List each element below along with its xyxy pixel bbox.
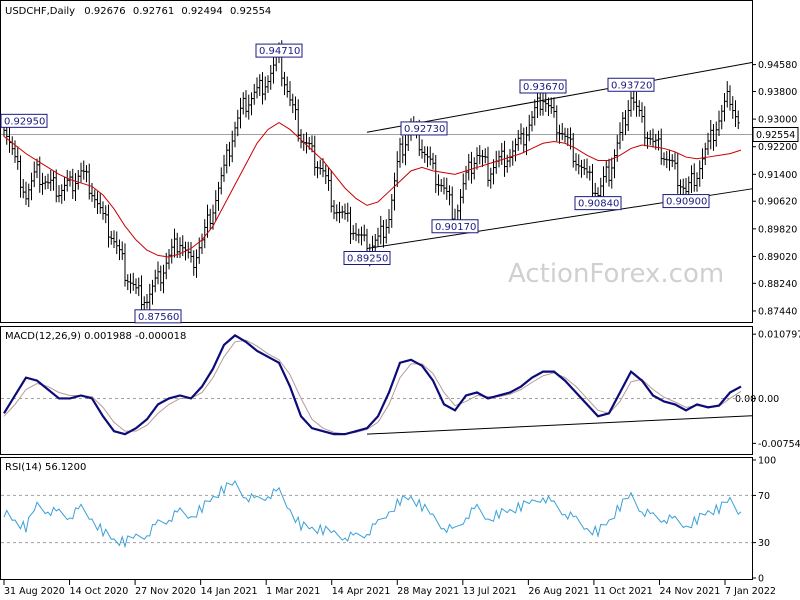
annotation-box [431, 219, 479, 234]
annotation-box [0, 113, 48, 128]
annotation-label: 0.90170 [435, 222, 476, 233]
price-y-tick-label: 0.93800 [758, 87, 797, 98]
annotation-label: 0.92730 [404, 124, 445, 135]
price-y-axis: 0.94580 0.93800 0.93000 0.92200 0.91400 0.906… [752, 60, 797, 317]
x-tick-label: 26 Aug 2021 [528, 586, 589, 597]
x-tick-label: 27 Nov 2020 [135, 586, 196, 597]
price-y-tick-label: 0.89020 [758, 252, 797, 263]
x-tick-label: 14 Jan 2021 [201, 586, 258, 597]
annotation-box [607, 77, 655, 92]
watermark: ActionForex.com [508, 259, 724, 289]
ohlc-low: 0.92494 [181, 6, 222, 17]
annotation-box [400, 121, 448, 136]
x-tick-label: 14 Oct 2020 [70, 586, 129, 597]
price-annotations: 0.92950 0.87560 0.94710 0.89250 0.92730 0.901… [0, 43, 710, 324]
annotation-box [519, 79, 567, 94]
macd-y-tick-label: -0.007548 [758, 439, 800, 450]
ohlc-high: 0.92761 [133, 6, 174, 17]
rsi-y-tick-label: 70 [758, 491, 770, 502]
x-tick-label: 31 Aug 2020 [4, 586, 65, 597]
rsi-y-tick-label: 100 [758, 456, 776, 467]
price-y-tick-label: 0.91400 [758, 170, 797, 181]
macd-y-tick-label: 0.010797 [758, 330, 800, 341]
macd-main-line [3, 334, 742, 436]
x-tick-label: 11 Oct 2021 [594, 586, 653, 597]
x-tick-label: 24 Nov 2021 [659, 586, 720, 597]
price-title: USDCHF,Daily 0.92676 0.92761 0.92494 0.9… [5, 6, 271, 17]
rsi-series-line [3, 480, 742, 549]
rsi-y-tick-label: 30 [758, 538, 770, 549]
x-tick-label: 13 Jul 2021 [463, 586, 517, 597]
price-y-tick-label: 0.90620 [758, 197, 797, 208]
price-panel [0, 0, 753, 323]
annotation-box [343, 251, 391, 266]
moving-average [3, 121, 742, 258]
annotation-label: 0.93670 [523, 82, 564, 93]
annotation-label: 0.90900 [666, 197, 707, 208]
price-y-tick-label: 0.94580 [758, 60, 797, 71]
macd-panel [0, 326, 753, 455]
price-y-tick-label: 0.87440 [758, 306, 797, 317]
annotation-label: 0.89250 [347, 254, 388, 265]
macd-lines [3, 334, 753, 436]
rsi-levels [1, 494, 752, 544]
moving-average-line [3, 121, 742, 258]
price-y-tick-label: 0.92200 [758, 142, 797, 153]
annotation-box [134, 309, 182, 324]
price-bars [2, 40, 740, 315]
price-y-tick-label: 0.88240 [758, 279, 797, 290]
macd-title: MACD(12,26,9) 0.001988 -0.000018 [5, 331, 186, 342]
rsi-panel [0, 457, 753, 580]
rsi-line [3, 480, 742, 549]
annotation-label: 0.92950 [4, 116, 45, 127]
rsi-y-tick-label: 0 [758, 574, 764, 585]
x-tick-label: 28 May 2021 [397, 586, 459, 597]
macd-y-axis: 0.010797 0.00 -0.007548 0.00 [735, 330, 800, 450]
annotation-label: 0.94710 [259, 46, 300, 57]
price-y-tick-label: 0.93000 [758, 115, 797, 126]
current-price-tag: 0.92554 [752, 126, 799, 142]
symbol-title: USDCHF,Daily [5, 6, 75, 17]
macd-signal-line [3, 339, 742, 435]
macd-zero-label: 0.00 [735, 394, 756, 405]
annotation-label: 0.87560 [138, 312, 179, 323]
current-price-box [752, 126, 799, 142]
annotation-box [574, 196, 622, 211]
ohlc-open: 0.92676 [84, 6, 125, 17]
macd-trendline [366, 415, 753, 435]
annotation-box [662, 194, 710, 209]
price-y-tick-label: 0.89820 [758, 224, 797, 235]
current-price-label: 0.92554 [756, 130, 795, 141]
annotation-label: 0.90840 [578, 199, 619, 210]
x-tick-label: 7 Jan 2022 [725, 586, 776, 597]
x-axis: 31 Aug 2020 14 Oct 2020 27 Nov 2020 14 Jan … [3, 580, 776, 597]
rsi-y-axis: 100 70 30 0 [752, 456, 776, 585]
channel-line [366, 62, 753, 133]
rsi-title: RSI(14) 56.1200 [5, 462, 86, 473]
annotation-label: 0.93720 [611, 80, 652, 91]
macd-y-tick-label: 0.00 [758, 394, 779, 405]
x-tick-label: 1 Mar 2021 [266, 586, 320, 597]
x-tick-label: 14 Apr 2021 [332, 586, 391, 597]
ohlc-close: 0.92554 [230, 6, 271, 17]
annotation-box [255, 43, 303, 58]
